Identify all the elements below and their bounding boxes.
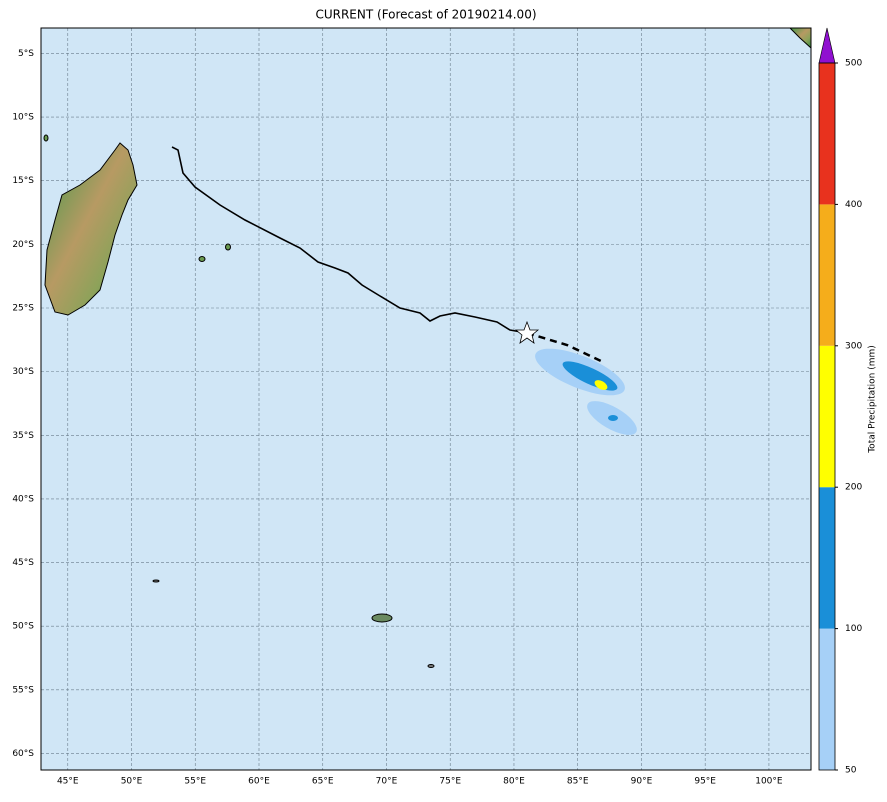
colorbar-segment <box>819 345 835 488</box>
lon-tick-label: 45°E <box>57 777 79 787</box>
lon-tick-label: 50°E <box>121 777 143 787</box>
lon-tick-label: 55°E <box>184 777 206 787</box>
colorbar-segment <box>819 628 835 770</box>
lon-tick-label: 75°E <box>439 777 461 787</box>
colorbar-tick-label: 500 <box>845 59 862 69</box>
colorbar-label: Total Precipitation (mm) <box>868 345 878 454</box>
lon-tick-label: 65°E <box>312 777 334 787</box>
lat-tick-label: 5°S <box>18 49 34 59</box>
colorbar-segment <box>819 63 835 205</box>
lon-tick-label: 100°E <box>755 777 783 787</box>
lat-tick-label: 60°S <box>12 749 34 759</box>
lat-tick-label: 40°S <box>12 494 34 504</box>
forecast-track <box>526 331 602 363</box>
colorbar-tick-label: 400 <box>845 200 862 210</box>
precipitation <box>535 348 637 435</box>
ocean <box>41 28 811 770</box>
lon-tick-label: 85°E <box>567 777 589 787</box>
storm-track <box>171 146 528 334</box>
colorbar-extend <box>818 27 836 64</box>
lat-tick-label: 35°S <box>12 431 34 441</box>
lat-tick-label: 50°S <box>12 622 34 632</box>
lat-tick-label: 25°S <box>12 304 34 314</box>
colorbar-segment <box>819 204 835 346</box>
lon-tick-label: 80°E <box>503 777 525 787</box>
lat-tick-label: 10°S <box>12 113 34 123</box>
lat-tick-label: 30°S <box>12 367 34 377</box>
lat-tick-label: 55°S <box>12 685 34 695</box>
colorbar-tick-label: 50 <box>845 766 857 776</box>
storm-position <box>514 320 540 344</box>
colorbar-tick-label: 100 <box>845 624 862 634</box>
lon-tick-label: 70°E <box>376 777 398 787</box>
colorbar-tick-label: 300 <box>845 341 862 351</box>
colorbar-frame <box>818 62 836 771</box>
lat-tick-label: 15°S <box>12 176 34 186</box>
colorbar-segment <box>819 487 835 629</box>
lat-tick-label: 20°S <box>12 240 34 250</box>
lat-tick-label: 45°S <box>12 558 34 568</box>
colorbar-tick-label: 200 <box>845 483 862 493</box>
map-title: CURRENT (Forecast of 20190214.00) <box>315 8 536 22</box>
lon-tick-label: 90°E <box>631 777 653 787</box>
lon-tick-label: 60°E <box>248 777 270 787</box>
map-frame <box>40 27 812 771</box>
lon-tick-label: 95°E <box>694 777 716 787</box>
